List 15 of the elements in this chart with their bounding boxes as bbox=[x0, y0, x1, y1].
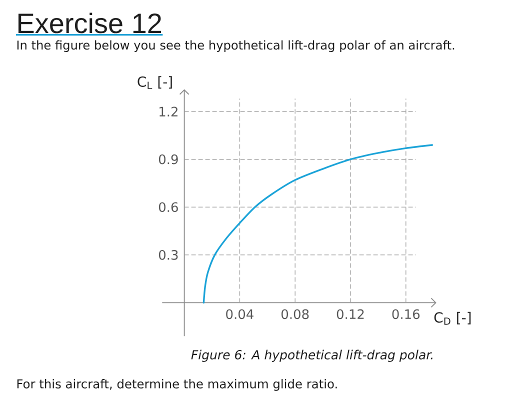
y-tick-label: 1.2 bbox=[160, 106, 178, 116]
x-tick-label: 0.12 bbox=[336, 309, 364, 320]
x-tick-label: 0.16 bbox=[392, 309, 420, 320]
text: For this aircraft, determine the maximum glide ratio. bbox=[17, 379, 337, 391]
y-tick-label: 0.6 bbox=[158, 202, 178, 212]
line-series bbox=[202, 144, 434, 304]
y-tick-label: 0.9 bbox=[158, 154, 178, 164]
y-tick-label: 0.3 bbox=[158, 250, 178, 260]
x-tick-label: 0.08 bbox=[281, 309, 309, 320]
chart-subtitle: In the figure below you see the hypothetical lift-drag polar of an aircraft. bbox=[17, 40, 454, 52]
y-axis-title: C$_{L}$ [-] bbox=[138, 76, 172, 89]
chart-title: Exercise 12 bbox=[18, 12, 162, 34]
x-tick-label: 0.04 bbox=[226, 309, 254, 320]
x-axis-title: C$_{D}$ [-] bbox=[434, 312, 471, 325]
caption: Figure 6: A hypothetical lift-drag polar. bbox=[191, 350, 432, 362]
